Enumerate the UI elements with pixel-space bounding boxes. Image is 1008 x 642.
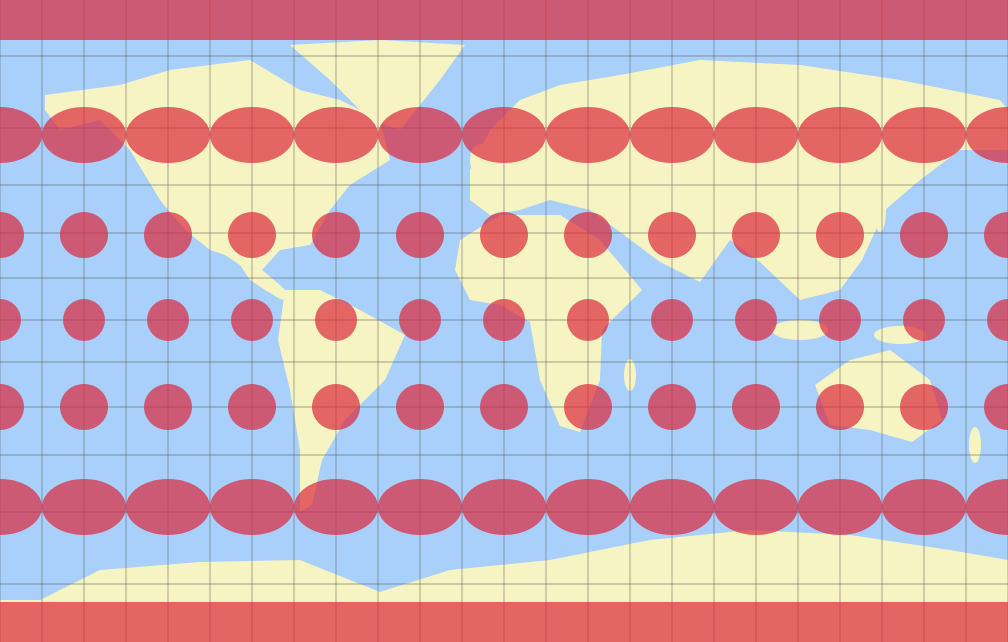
indicatrix — [294, 479, 378, 535]
indicatrix — [42, 107, 126, 163]
indicatrix — [378, 107, 462, 163]
indicatrix — [0, 107, 42, 163]
indicatrix — [315, 299, 357, 341]
indicatrix — [312, 212, 360, 258]
indicatrix — [60, 212, 108, 258]
indicatrix — [984, 212, 1008, 258]
indicatrix — [462, 107, 546, 163]
indicatrix — [714, 107, 798, 163]
indicatrix — [630, 107, 714, 163]
indicatrix — [651, 299, 693, 341]
indicatrix — [228, 212, 276, 258]
indicatrix — [144, 384, 192, 430]
indicatrix — [147, 299, 189, 341]
indicatrix — [987, 299, 1008, 341]
indicatrix — [564, 212, 612, 258]
indicatrix — [984, 384, 1008, 430]
indicatrix — [966, 479, 1008, 535]
indicatrix — [60, 384, 108, 430]
indicatrix — [966, 107, 1008, 163]
africa — [455, 215, 642, 432]
indicatrix — [396, 212, 444, 258]
indicatrix — [231, 299, 273, 341]
indicatrix — [42, 479, 126, 535]
north-america — [45, 60, 390, 270]
greenland — [290, 40, 465, 130]
indicatrix — [882, 479, 966, 535]
indicatrix — [126, 107, 210, 163]
indicatrix — [564, 384, 612, 430]
indicatrix — [546, 107, 630, 163]
indicatrix — [567, 299, 609, 341]
indicatrix — [210, 107, 294, 163]
indonesia — [772, 320, 828, 340]
indicatrix — [816, 212, 864, 258]
indicatrix — [396, 384, 444, 430]
indicatrix — [480, 384, 528, 430]
indicatrix — [0, 384, 24, 430]
indicatrix — [0, 479, 42, 535]
indicatrix — [228, 384, 276, 430]
japan — [874, 188, 886, 232]
indicatrix — [735, 299, 777, 341]
indicatrix — [798, 107, 882, 163]
indicatrix — [630, 479, 714, 535]
indicatrix — [798, 479, 882, 535]
indicatrix — [819, 299, 861, 341]
indicatrix — [210, 479, 294, 535]
indicatrix — [816, 384, 864, 430]
indicatrix — [903, 299, 945, 341]
indicatrix — [126, 479, 210, 535]
indicatrix — [648, 384, 696, 430]
indicatrix — [144, 212, 192, 258]
indicatrix — [900, 212, 948, 258]
indicatrix — [882, 107, 966, 163]
central-america — [240, 265, 290, 300]
indicatrix — [483, 299, 525, 341]
indicatrix — [63, 299, 105, 341]
indicatrix — [0, 212, 24, 258]
indicatrix — [648, 212, 696, 258]
indicatrix — [900, 384, 948, 430]
new-zealand — [969, 427, 981, 463]
indicatrix — [480, 212, 528, 258]
indicatrix — [294, 107, 378, 163]
indicatrix — [378, 479, 462, 535]
indicatrix — [732, 212, 780, 258]
indicatrix — [546, 479, 630, 535]
indicatrix — [732, 384, 780, 430]
indicatrix — [462, 479, 546, 535]
polar-band — [0, 602, 1008, 642]
indicatrix — [0, 299, 21, 341]
polar-band — [0, 0, 1008, 40]
indicatrix — [312, 384, 360, 430]
indicatrix — [399, 299, 441, 341]
indicatrix — [714, 479, 798, 535]
